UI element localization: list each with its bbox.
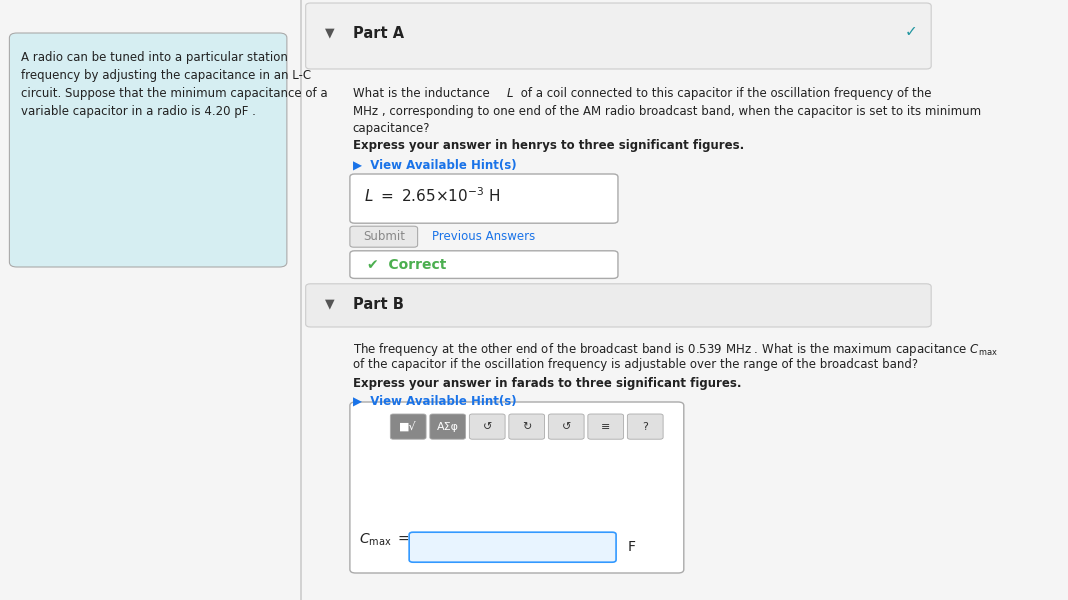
Text: Previous Answers: Previous Answers	[431, 230, 535, 243]
FancyBboxPatch shape	[350, 402, 684, 573]
Text: Express your answer in henrys to three significant figures.: Express your answer in henrys to three s…	[352, 139, 744, 152]
Text: of the capacitor if the oscillation frequency is adjustable over the range of th: of the capacitor if the oscillation freq…	[352, 358, 917, 371]
Text: of a coil connected to this capacitor if the oscillation frequency of the: of a coil connected to this capacitor if…	[517, 87, 936, 100]
FancyBboxPatch shape	[305, 3, 931, 69]
FancyBboxPatch shape	[305, 284, 931, 327]
Text: capacitance?: capacitance?	[352, 122, 430, 135]
Text: The frequency at the other end of the broadcast band is 0.539 MHz . What is the : The frequency at the other end of the br…	[352, 341, 998, 358]
FancyBboxPatch shape	[548, 414, 584, 439]
FancyBboxPatch shape	[409, 532, 616, 562]
Text: ↻: ↻	[522, 422, 532, 431]
Text: Part A: Part A	[352, 25, 404, 40]
Text: ?: ?	[642, 422, 648, 431]
FancyBboxPatch shape	[350, 251, 618, 278]
Text: ≡: ≡	[601, 422, 611, 431]
Text: ✓: ✓	[905, 24, 917, 39]
FancyBboxPatch shape	[350, 226, 418, 247]
Text: $L$: $L$	[506, 87, 514, 100]
Text: Express your answer in farads to three significant figures.: Express your answer in farads to three s…	[352, 377, 741, 390]
Text: ▼: ▼	[325, 26, 334, 40]
Text: MHz , corresponding to one end of the AM radio broadcast band, when the capacito: MHz , corresponding to one end of the AM…	[352, 105, 980, 118]
Text: $C_{\mathrm{max}}\ =$: $C_{\mathrm{max}}\ =$	[359, 532, 410, 548]
Text: ▶  View Available Hint(s): ▶ View Available Hint(s)	[352, 159, 516, 172]
FancyBboxPatch shape	[627, 414, 663, 439]
Text: What is the inductance: What is the inductance	[352, 87, 493, 100]
Text: ▶  View Available Hint(s): ▶ View Available Hint(s)	[352, 395, 516, 408]
Text: ↺: ↺	[562, 422, 571, 431]
Text: ✔  Correct: ✔ Correct	[366, 257, 446, 272]
FancyBboxPatch shape	[508, 414, 545, 439]
FancyBboxPatch shape	[587, 414, 624, 439]
Text: Submit: Submit	[363, 230, 405, 243]
Text: ▼: ▼	[325, 298, 334, 311]
FancyBboxPatch shape	[390, 414, 426, 439]
Text: A radio can be tuned into a particular station
frequency by adjusting the capaci: A radio can be tuned into a particular s…	[20, 51, 327, 118]
Text: Part B: Part B	[352, 296, 404, 312]
FancyBboxPatch shape	[469, 414, 505, 439]
Text: F: F	[627, 540, 635, 554]
FancyBboxPatch shape	[350, 174, 618, 223]
Text: $L\ =\ 2.65{\times}10^{-3}\ \mathrm{H}$: $L\ =\ 2.65{\times}10^{-3}\ \mathrm{H}$	[364, 186, 501, 205]
FancyBboxPatch shape	[429, 414, 466, 439]
FancyBboxPatch shape	[10, 33, 287, 267]
Text: AΣφ: AΣφ	[437, 422, 459, 431]
Text: ■√: ■√	[399, 421, 417, 432]
Text: ↺: ↺	[483, 422, 492, 431]
